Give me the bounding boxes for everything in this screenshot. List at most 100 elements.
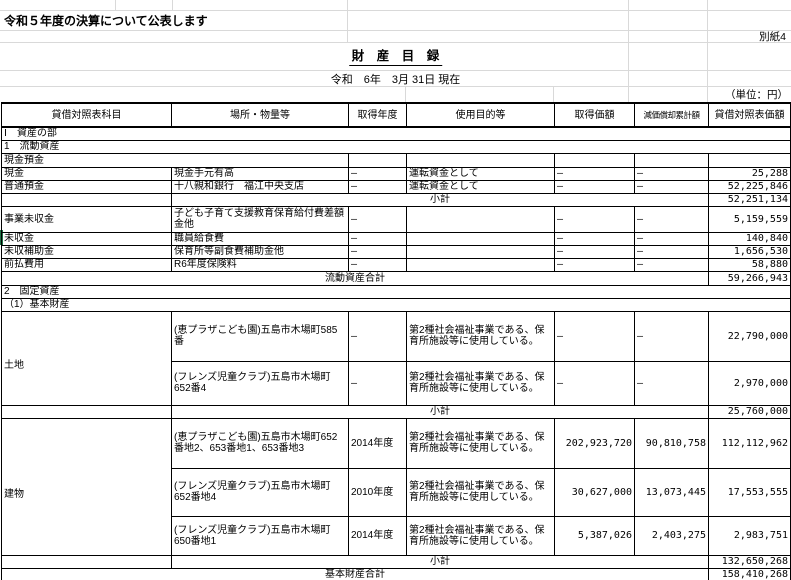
empty-cell [1,192,172,207]
gridline [0,70,791,71]
gridline [0,86,791,87]
cell-depreciation: ― [634,205,709,233]
announcement-title: 令和５年度の決算について公表します [4,14,208,28]
gridline [628,0,629,102]
cell-value: 2,970,000 [708,360,791,406]
property-inventory-table: 貸借対照表科目 場所・物量等 取得年度 使用目的等 取得価額 減価償却累計額 貸… [1,102,791,580]
cell-year: ― [348,257,407,272]
table-row: 現金 現金手元有高 ― 運転資金として ― ― 25,288 [1,166,791,181]
table-row: 前払費用 R6年度保険料 ― ― ― 58,880 [1,257,791,272]
cell-place: 子ども子育て支援教育保育給付費差額金他 [171,205,349,233]
empty-cell [554,152,635,168]
cell-depreciation: 90,810,758 [634,417,709,469]
cell-value: 140,840 [708,231,791,246]
section-current-assets: 1 流動資産 [1,139,791,154]
cell-purpose: 第2種社会福祉事業である、保育所施設等に使用している。 [406,360,555,406]
gridline [553,86,554,102]
cell-acquisition: ― [554,231,635,246]
gridline [172,0,173,10]
table-row: 未収補助金 保育所等副食費補助金他 ― ― ― 1,656,530 [1,244,791,259]
empty-cell [634,152,709,168]
cell-acquisition: ― [554,205,635,233]
total-basic-label: 基本財産合計 [1,567,709,580]
cell-depreciation: ― [634,244,709,259]
cell-acquisition: 30,627,000 [554,467,635,517]
cell-year: ― [348,360,407,406]
cell-purpose [406,257,555,272]
cell-year: ― [348,244,407,259]
cell-acquisition: ― [554,179,635,194]
gridline [0,10,791,11]
header-place: 場所・物量等 [171,102,349,128]
table-row: 現金預金 [1,152,791,168]
cell-label: 未収金 [1,231,172,246]
as-of-date: 令和 6年 3月 31日 現在 [330,74,461,86]
land-label: 土地 [1,310,172,406]
total-row: 基本財産合計 158,410,268 [1,567,791,580]
empty-cell [1,404,172,419]
section-assets: Ⅰ 資産の部 [1,126,791,141]
table-row: 事業未収金 子ども子育て支援教育保育給付費差額金他 ― ― ― 5,159,55… [1,205,791,233]
cell-place: 現金手元有高 [171,166,349,181]
cell-purpose [406,231,555,246]
table-row: 未収金 職員給食費 ― ― ― 140,840 [1,231,791,246]
table-row: (フレンズ児童クラブ)五島市木場町652番4 ― 第2種社会福祉事業である、保育… [2,360,791,406]
subtotal-row: 小計 52,251,134 [1,192,791,207]
gridline [707,0,708,102]
cell-value: 112,112,962 [708,417,791,469]
cell-purpose: 第2種社会福祉事業である、保育所施設等に使用している。 [406,467,555,517]
gridline [347,0,348,42]
cell-year: ― [348,231,407,246]
building-label-text: 建物 [4,488,24,500]
subtotal-value: 25,760,000 [708,404,791,419]
cell-label: 未収補助金 [1,244,172,259]
cell-place: 保育所等副食費補助金他 [171,244,349,259]
subtotal-row: 小計 25,760,000 [1,404,791,419]
cell-depreciation: ― [634,257,709,272]
table-row: 土地 (恵プラザこども園)五島市木場町585番 ― 第2種社会福祉事業である、保… [1,310,791,406]
building-label: 建物 [1,417,172,556]
empty-cell [708,152,791,168]
document-title: 財 産 目 録 [348,45,443,66]
section-row: Ⅰ 資産の部 [1,126,791,141]
cell-year: 2010年度 [348,467,407,517]
table-header-row: 貸借対照表科目 場所・物量等 取得年度 使用目的等 取得価額 減価償却累計額 貸… [1,102,791,128]
cell-purpose: 運転資金として [406,166,555,181]
empty-cell [406,152,555,168]
cell-acquisition: ― [554,310,635,362]
cell-purpose: 第2種社会福祉事業である、保育所施設等に使用している。 [406,417,555,469]
cell-place: (恵プラザこども園)五島市木場町652番地2、653番地1、653番地3 [171,417,349,469]
cell-acquisition: ― [554,257,635,272]
table-row: (フレンズ児童クラブ)五島市木場町650番地1 2014年度 第2種社会福祉事業… [2,515,791,556]
cell-label: 現金 [1,166,172,181]
cell-value: 58,880 [708,257,791,272]
cell-depreciation: 13,073,445 [634,467,709,517]
subtotal-value: 132,650,268 [708,554,791,569]
cell-depreciation: ― [634,310,709,362]
cell-value: 22,790,000 [708,310,791,362]
land-label-text: 土地 [4,360,24,371]
cell-place: 十八親和銀行 福江中央支店 [171,179,349,194]
cell-purpose: 運転資金として [406,179,555,194]
table-row: (フレンズ児童クラブ)五島市木場町652番地4 2010年度 第2種社会福祉事業… [2,467,791,517]
gridline [115,0,116,10]
unit-label: （単位：円） [725,89,788,101]
section-row: 1 流動資産 [1,139,791,154]
header-depreciation: 減価償却累計額 [634,102,709,128]
header-bs-value: 貸借対照表価額 [708,102,791,128]
cell-depreciation: ― [634,166,709,181]
subtotal-label: 小計 [171,404,709,419]
gridline [405,86,406,102]
empty-cell [1,554,172,569]
header-acquisition: 取得価額 [554,102,635,128]
cell-label: 事業未収金 [1,205,172,233]
subtotal-label: 小計 [171,192,709,207]
cell-depreciation: ― [634,360,709,406]
total-current-value: 59,266,943 [708,270,791,286]
section-basic-assets: （1）基本財産 [1,297,791,312]
cell-year: ― [348,205,407,233]
cell-acquisition: ― [554,360,635,406]
header-purpose: 使用目的等 [406,102,555,128]
cell-year: ― [348,166,407,181]
